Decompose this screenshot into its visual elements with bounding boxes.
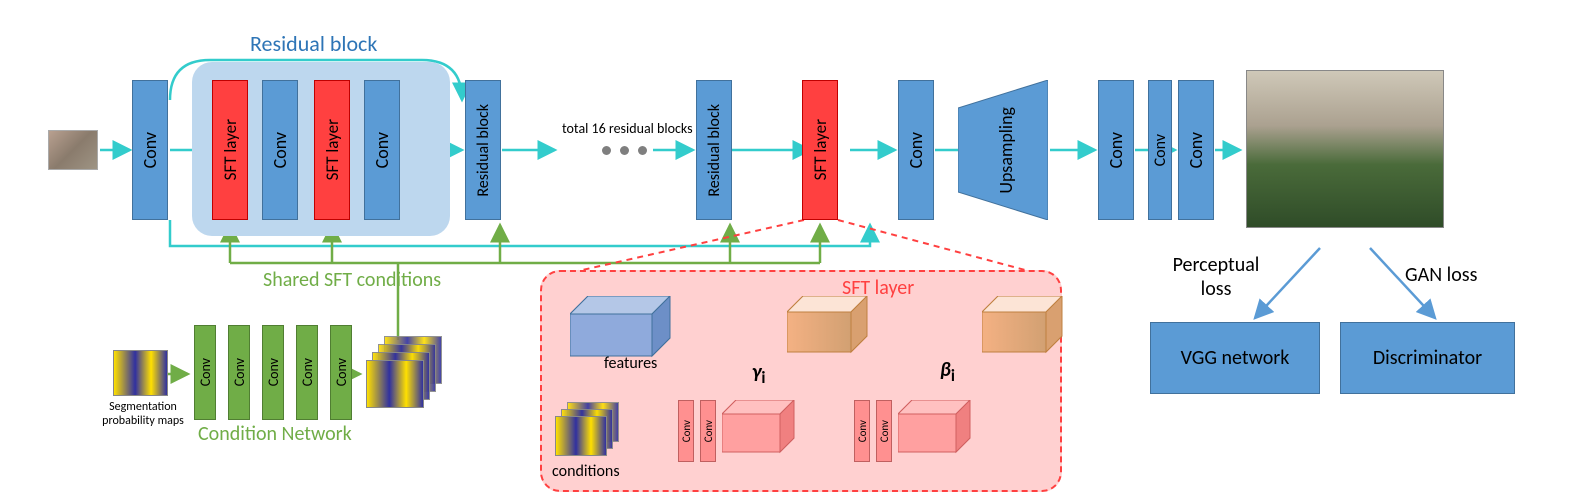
conv-block: Conv: [262, 80, 298, 220]
gan-loss-label: GAN loss: [1405, 263, 1477, 287]
features-cube: [570, 296, 675, 361]
conv-label: Conv: [905, 132, 927, 168]
conv-block: Conv: [1178, 80, 1214, 220]
cond-conv: Conv: [194, 325, 216, 420]
sft-layer-block: SFT layer: [802, 80, 838, 220]
conv-label: Conv: [1185, 132, 1207, 168]
input-image: [48, 130, 98, 170]
sft-label: SFT layer: [220, 119, 241, 180]
cond-network-label: Condition Network: [198, 422, 352, 446]
ellipsis-dot: [620, 146, 629, 155]
perceptual-loss-label: Perceptualloss: [1156, 253, 1276, 301]
conv-label: Conv: [139, 132, 161, 168]
disc-label: Discriminator: [1373, 346, 1482, 370]
residual-block: Residual block: [465, 80, 501, 220]
feat-cube-mid: [787, 296, 872, 356]
sft-layer-block: SFT layer: [314, 80, 350, 220]
conditions-label: conditions: [552, 462, 620, 481]
sft-layer-block: SFT layer: [212, 80, 248, 220]
conv-block: Conv: [898, 80, 934, 220]
conv-block: Conv: [132, 80, 168, 220]
seg-map-input: [113, 350, 168, 396]
beta-cube: [898, 400, 973, 456]
cond-stack: [555, 402, 633, 462]
cond-conv: Conv: [262, 325, 284, 420]
upsampling-label-wrap: Upsampling: [988, 80, 1024, 220]
total-label: total 16 residual blocks: [562, 120, 693, 137]
cond-conv: Conv: [228, 325, 250, 420]
mini-conv: Conv: [876, 400, 892, 462]
conv-block: Conv: [1148, 80, 1172, 220]
upsampling-label: Upsampling: [995, 107, 1017, 194]
conv-block: Conv: [364, 80, 400, 220]
shared-cond-label: Shared SFT conditions: [263, 268, 441, 292]
vgg-label: VGG network: [1181, 346, 1290, 370]
resid-label: Residual block: [705, 104, 724, 197]
features-label: features: [604, 354, 657, 373]
cond-conv: Conv: [330, 325, 352, 420]
conv-block: Conv: [1098, 80, 1134, 220]
ellipsis-dot: [638, 146, 647, 155]
beta-label: βi: [940, 358, 955, 386]
resid-label: Residual block: [474, 104, 493, 197]
conv-label: Conv: [371, 132, 393, 168]
gamma-label: γi: [752, 360, 765, 388]
seg-map-label: Segmentationprobability maps: [93, 400, 193, 428]
sft-label: SFT layer: [810, 119, 831, 180]
cond-output-stack: [366, 336, 444, 408]
ellipsis-dot: [602, 146, 611, 155]
discriminator-box: Discriminator: [1340, 322, 1515, 394]
vgg-network-box: VGG network: [1150, 322, 1320, 394]
cond-conv: Conv: [296, 325, 318, 420]
mini-conv: Conv: [854, 400, 870, 462]
residual-block: Residual block: [696, 80, 732, 220]
conv-label: Conv: [269, 132, 291, 168]
conv-label: Conv: [1105, 132, 1127, 168]
sft-label: SFT layer: [322, 119, 343, 180]
gamma-cube: [722, 400, 797, 456]
output-image: [1246, 70, 1444, 228]
feat-cube-out: [982, 296, 1067, 356]
mini-conv: Conv: [700, 400, 716, 462]
mini-conv: Conv: [678, 400, 694, 462]
residual-block-title: Residual block: [250, 30, 377, 57]
conv-label: Conv: [1151, 134, 1170, 166]
